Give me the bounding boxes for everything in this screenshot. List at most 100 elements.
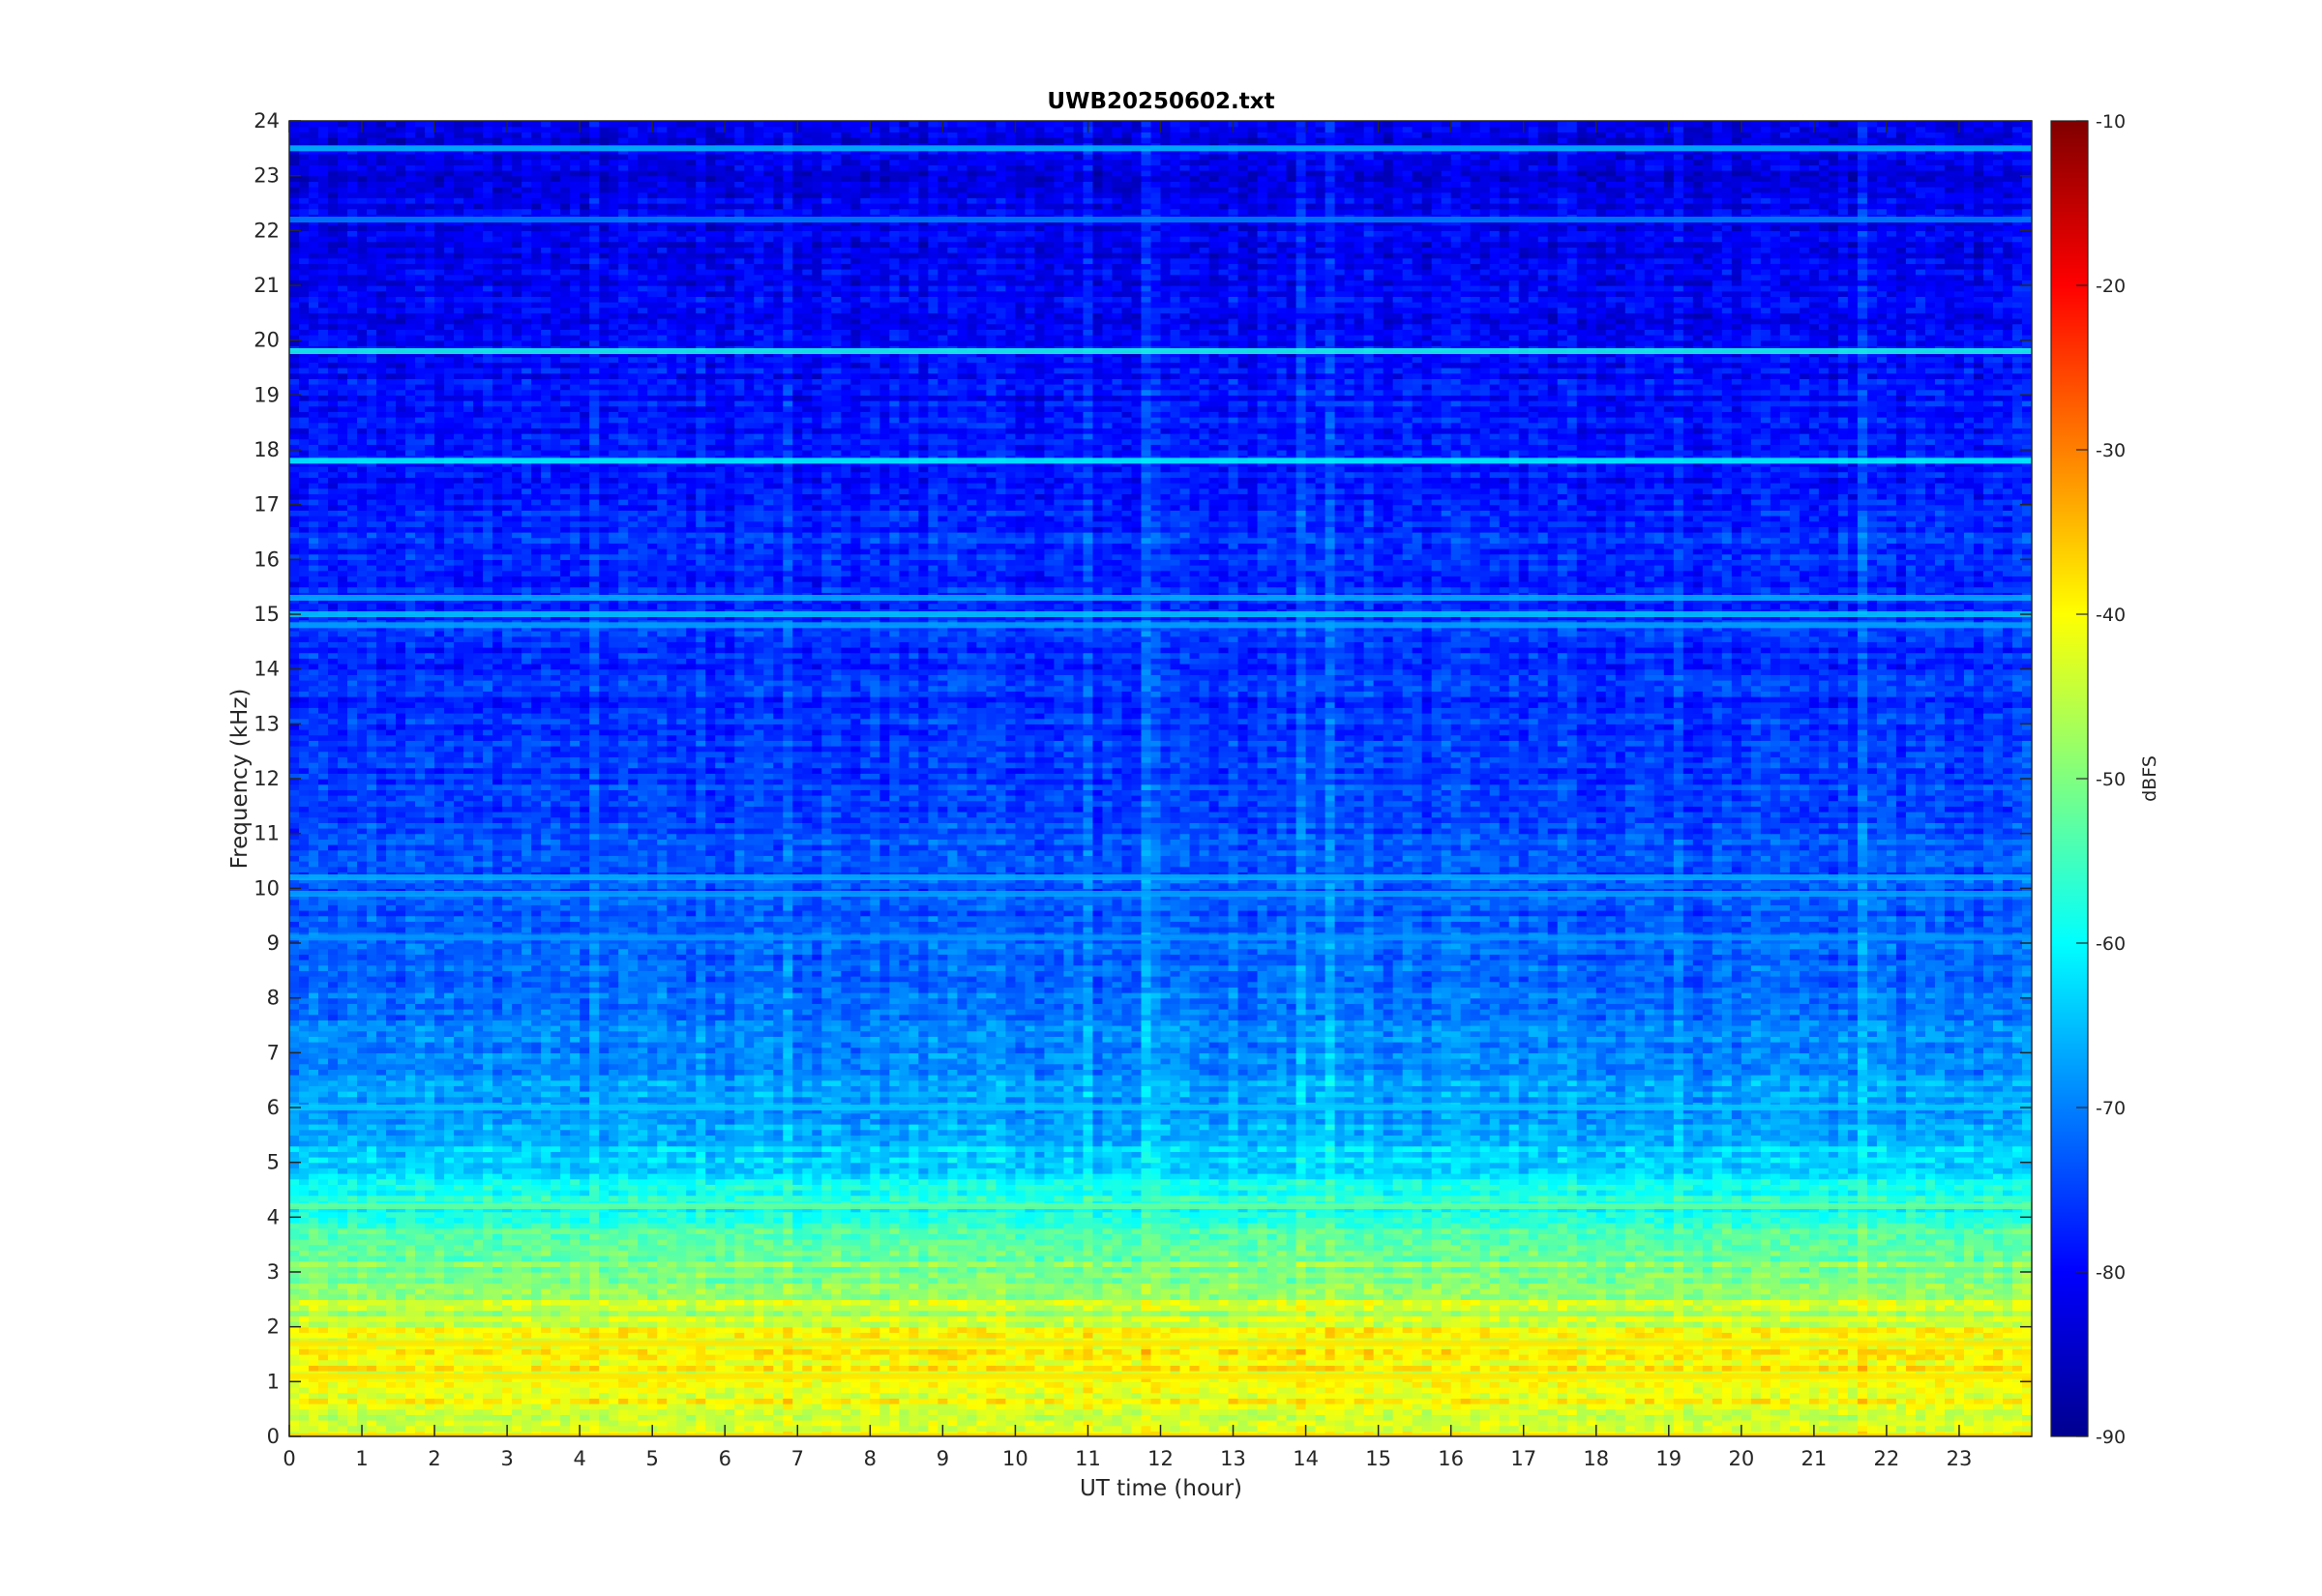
heatmap-cell [1819, 1360, 1830, 1366]
heatmap-cell [1954, 1393, 1965, 1399]
heatmap-cell [1906, 1348, 1917, 1354]
heatmap-cell [986, 1426, 997, 1432]
heatmap-cell [1964, 1315, 1975, 1321]
heatmap-cell [1296, 1409, 1307, 1415]
heatmap-cell [405, 1381, 416, 1387]
heatmap-cell [1877, 1398, 1888, 1404]
heatmap-cell [1877, 1354, 1888, 1360]
heatmap-cell [405, 1332, 416, 1338]
heatmap-cell [1964, 1404, 1975, 1409]
heatmap-cell [1451, 1299, 1462, 1305]
heatmap-cell [1200, 1294, 1210, 1300]
heatmap-cell [1044, 1311, 1055, 1316]
heatmap-cell [1645, 1288, 1655, 1294]
heatmap-cell [1258, 1381, 1268, 1387]
heatmap-cell [2022, 1360, 2033, 1366]
heatmap-cell [1258, 1305, 1268, 1311]
heatmap-cell [1751, 1398, 1762, 1404]
heatmap-cell [1480, 1426, 1491, 1432]
heatmap-cell [1654, 1299, 1665, 1305]
heatmap-cell [783, 1321, 793, 1327]
heatmap-cell [1180, 1327, 1191, 1333]
heatmap-cell [1200, 1398, 1210, 1404]
heatmap-cell [1780, 1365, 1791, 1371]
heatmap-cell [1296, 1305, 1307, 1311]
heatmap-cell [367, 1365, 377, 1371]
heatmap-cell [1616, 1305, 1626, 1311]
heatmap-cell [299, 1426, 310, 1432]
heatmap-cell [908, 1299, 919, 1305]
heatmap-cell [1500, 1360, 1510, 1366]
heatmap-cell [1345, 1414, 1355, 1420]
heatmap-cell [425, 1414, 435, 1420]
heatmap-cell [1102, 1283, 1113, 1288]
heatmap-cell [1790, 1315, 1801, 1321]
heatmap-cell [1219, 1365, 1230, 1371]
heatmap-cell [560, 1393, 571, 1399]
heatmap-cell [938, 1387, 948, 1393]
heatmap-cell [705, 1354, 716, 1360]
heatmap-cell [618, 1404, 629, 1409]
heatmap-cell [1703, 1288, 1713, 1294]
heatmap-cell [1267, 1393, 1278, 1399]
heatmap-cell [850, 1299, 861, 1305]
heatmap-cell [1722, 1332, 1733, 1338]
heatmap-cell [1044, 1414, 1055, 1420]
heatmap-cell [1432, 1288, 1443, 1294]
heatmap-cell [860, 1305, 871, 1311]
heatmap-cell [1993, 1426, 2004, 1432]
heatmap-cell [1422, 1354, 1433, 1360]
heatmap-cell [957, 1420, 968, 1426]
heatmap-cell [1751, 1420, 1762, 1426]
heatmap-cell [1248, 1299, 1259, 1305]
heatmap-cell [1993, 1365, 2004, 1371]
heatmap-cell [1858, 1420, 1868, 1426]
heatmap-cell [1780, 1414, 1791, 1420]
heatmap-cell [1567, 1360, 1578, 1366]
heatmap-cell [976, 1305, 987, 1311]
heatmap-cell [1345, 1311, 1355, 1316]
heatmap-cell [1838, 1321, 1849, 1327]
heatmap-cell [357, 1354, 368, 1360]
heatmap-cell [1209, 1294, 1220, 1300]
heatmap-cell [357, 1348, 368, 1354]
heatmap-cell [938, 1305, 948, 1311]
heatmap-cell [425, 1332, 435, 1338]
heatmap-cell [1703, 1365, 1713, 1371]
heatmap-cell [1732, 1360, 1742, 1366]
heatmap-cell [1150, 1305, 1161, 1311]
heatmap-cell [967, 1311, 977, 1316]
heatmap-cell [696, 1387, 706, 1393]
heatmap-cell [1219, 1311, 1230, 1316]
heatmap-cell [628, 1294, 639, 1300]
heatmap-cell [1413, 1393, 1423, 1399]
heatmap-cell [1150, 1398, 1161, 1404]
heatmap-cell [879, 1305, 890, 1311]
heatmap-cell [928, 1420, 938, 1426]
heatmap-cell [1683, 1393, 1694, 1399]
heatmap-cell [802, 1420, 813, 1426]
heatmap-cell [2003, 1420, 2013, 1426]
heatmap-cell [1761, 1348, 1771, 1354]
heatmap-cell [1025, 1360, 1035, 1366]
heatmap-cell [1954, 1360, 1965, 1366]
heatmap-cell [1732, 1294, 1742, 1300]
heatmap-cell [889, 1414, 900, 1420]
heatmap-cell [1751, 1332, 1762, 1338]
heatmap-cell [734, 1311, 745, 1316]
heatmap-cell [1422, 1360, 1433, 1366]
heatmap-cell [1422, 1365, 1433, 1371]
heatmap-cell [1587, 1348, 1597, 1354]
heatmap-cell [309, 1288, 319, 1294]
heatmap-cell [792, 1294, 803, 1300]
heatmap-cell [1200, 1288, 1210, 1294]
heatmap-cell [725, 1332, 735, 1338]
heatmap-cell [2022, 1311, 2033, 1316]
heatmap-cell [1306, 1426, 1317, 1432]
heatmap-cell [676, 1311, 687, 1316]
heatmap-cell [1209, 1311, 1220, 1316]
heatmap-cell [1596, 1398, 1607, 1404]
heatmap-cell [628, 1398, 639, 1404]
heatmap-cell [1925, 1398, 1936, 1404]
heatmap-cell [1403, 1404, 1414, 1409]
